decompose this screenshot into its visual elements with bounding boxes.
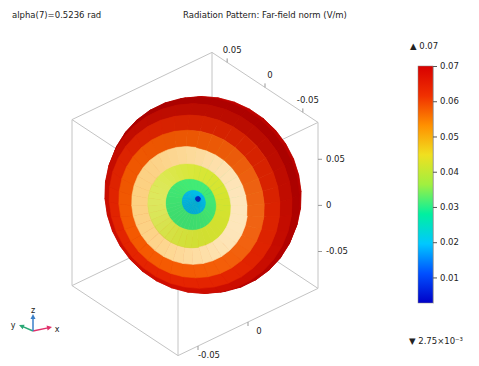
tick-label: 0.07: [440, 61, 459, 71]
surface-patch: [261, 217, 279, 232]
colorbar-tick: 0.05: [433, 132, 459, 142]
tick-mark: [433, 242, 437, 243]
surface-patch: [231, 205, 248, 215]
triad-arrowhead: [47, 326, 52, 331]
tick-label: 0.05: [326, 154, 345, 164]
surface: [105, 96, 301, 293]
surface-patch: [183, 247, 193, 264]
tick-mark: [265, 83, 266, 87]
axis-ticks: -0.05 0 -0.05 0 0.05 -0.05 0 0.05: [198, 45, 348, 360]
surface-patch: [187, 163, 194, 179]
colorbar-tick: 0.06: [433, 96, 459, 106]
surface-patch: [175, 130, 188, 147]
colorbar: 0.01 0.02 0.03 0.04 0.05 0.06 0.07▲ 0.07 ▼ 2.75…: [409, 41, 463, 346]
colorbar-min-label: ▼ 2.75×10⁻³: [409, 336, 463, 346]
tick-mark: [302, 108, 303, 112]
tick-mark: [433, 136, 437, 137]
surface-patch: [132, 205, 149, 215]
triad-arrow: [33, 328, 49, 331]
tick-mark: [433, 207, 437, 208]
chart-svg: alpha(7)=0.5236 rad Radiation Pattern: Fa…: [0, 0, 479, 366]
tick-mark: [433, 66, 437, 67]
tick-mark: [318, 159, 322, 160]
triad-arrow: [32, 317, 34, 331]
tick-label: 0.06: [440, 96, 459, 106]
tick-mark: [433, 101, 437, 102]
tick-label: -0.05: [198, 350, 220, 360]
tick-mark: [433, 277, 437, 278]
axis-line: [72, 52, 212, 119]
axis-line: [72, 286, 178, 356]
surface-patch: [165, 200, 181, 204]
triad-arrowhead: [19, 325, 25, 330]
chart-container: alpha(7)=0.5236 rad Radiation Pattern: Fa…: [0, 0, 479, 366]
tick-label: 0.02: [440, 237, 459, 247]
tick-label: -0.05: [326, 246, 348, 256]
surface-patch: [119, 204, 133, 217]
tick-label: 0.05: [223, 45, 242, 55]
tick-label: 0.01: [440, 273, 459, 283]
surface-patch: [206, 200, 217, 204]
tick-mark: [318, 251, 322, 252]
tick-label: 0.04: [440, 167, 459, 177]
triad-arrowhead: [31, 314, 36, 319]
colorbar-bar: [418, 66, 433, 303]
axis-line: [72, 120, 73, 286]
surface-patch: [182, 198, 195, 202]
colorbar-tick: 0.01: [433, 273, 459, 283]
axis-line: [178, 288, 318, 355]
surface-patch: [232, 157, 252, 176]
triad-label: z: [31, 306, 35, 315]
tick-label: -0.05: [297, 95, 319, 105]
tick-label: 0.03: [440, 202, 459, 212]
surface-patch: [163, 131, 177, 150]
tick-label: 0: [326, 200, 331, 210]
colorbar-max-label: ▲ 0.07: [410, 41, 438, 51]
surface-patch: [247, 204, 264, 217]
colorbar-tick: 0.04: [433, 167, 459, 177]
surface-patch: [176, 147, 187, 165]
triad-label: y: [11, 321, 16, 330]
surface-patch: [192, 214, 196, 230]
tick-label: 0: [256, 326, 261, 336]
tick-label: 0.05: [440, 132, 459, 142]
triad-label: x: [55, 325, 60, 334]
colorbar-axis: 0.01 0.02 0.03 0.04 0.05 0.06 0.07: [433, 61, 459, 303]
surface-patch: [195, 202, 199, 215]
colorbar-tick: 0.03: [433, 202, 459, 212]
subtitle: alpha(7)=0.5236 rad: [12, 10, 101, 20]
colorbar-tick: 0.02: [433, 237, 459, 247]
tick-mark: [318, 205, 322, 206]
tick-mark: [227, 58, 228, 62]
title: Radiation Pattern: Far-field norm (V/m): [183, 10, 347, 20]
tick-label: 0: [267, 70, 272, 80]
tick-mark: [248, 322, 249, 326]
axis-triad: x y z: [11, 306, 60, 334]
colorbar-tick: 0.07: [433, 61, 459, 71]
surface-patch: [185, 230, 193, 248]
tick-mark: [433, 172, 437, 173]
surface-patch: [245, 216, 264, 230]
surface-patch: [173, 245, 185, 263]
axis-box: [72, 52, 318, 355]
